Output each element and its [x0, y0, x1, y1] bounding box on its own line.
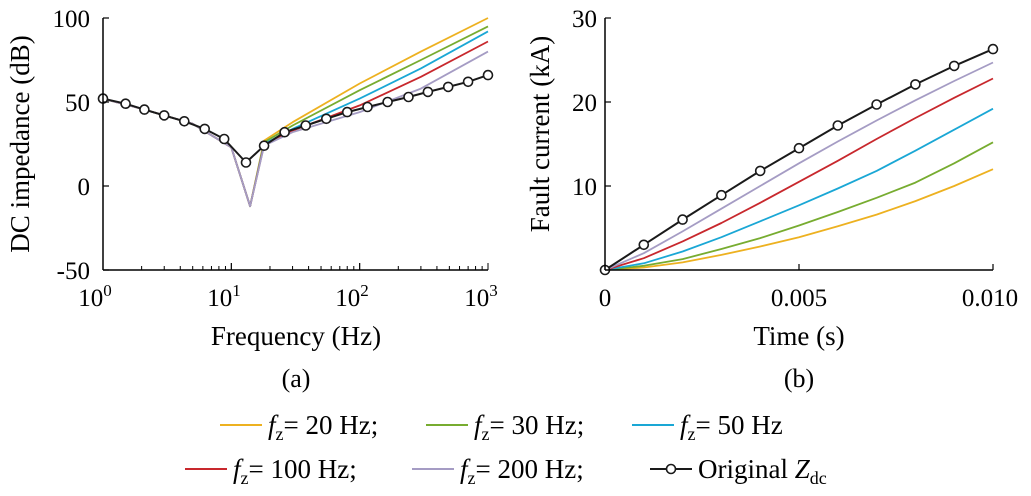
panel-a-marker-point: [462, 76, 474, 88]
panel-b-marker-point: [910, 79, 921, 90]
panel-a-marker-point: [341, 106, 353, 118]
panel-b-label: (b): [784, 364, 814, 393]
panel-a-ytick-neg50: -50: [57, 258, 90, 285]
panel-a-marker-point: [218, 133, 230, 145]
panel-b-series-line-1: [604, 141, 994, 271]
panel-a-marker-point: [158, 110, 170, 121]
panel-b-series-line-3: [604, 77, 994, 271]
panel-b-ytick-20: 20: [572, 90, 597, 117]
legend-label-100hz: fz= 100 Hz;: [233, 454, 357, 488]
panel-a-marker-point: [422, 86, 434, 98]
panel-b-marker-point: [716, 189, 727, 201]
legend-label-original: Original Zdc: [698, 454, 827, 488]
panel-a-marker-point: [482, 69, 494, 81]
panel-b-series-line-4: [604, 61, 994, 271]
panel-a-marker-point: [320, 113, 332, 125]
panel-b-marker-point: [677, 214, 688, 225]
panel-a-label: (a): [282, 364, 311, 393]
panel-a-marker-point: [362, 101, 373, 113]
panel-a-marker-point: [240, 157, 252, 168]
legend: fz= 20 Hz; fz= 30 Hz; fz= 50 Hz fz= 100 …: [185, 410, 827, 488]
panel-b-series: [599, 43, 999, 276]
panel-a-xtick-1e1: 101: [207, 281, 241, 312]
panel-a-ytick-0: 0: [78, 174, 91, 201]
panel-a-marker-point: [300, 120, 312, 131]
panel-b-marker-point: [638, 239, 650, 251]
legend-label-30hz: fz= 30 Hz;: [474, 410, 584, 444]
legend-label-200hz: fz= 200 Hz;: [460, 454, 584, 488]
legend-label-50hz: fz= 50 Hz: [680, 410, 783, 444]
panel-b-xlabel: Time (s): [753, 321, 844, 351]
panel-a-marker-point: [179, 116, 190, 127]
panel-b-xtick-0: 0: [599, 285, 612, 312]
panel-a-marker-point: [279, 126, 290, 138]
panel-b-ticks: [604, 17, 994, 270]
panel-a-marker-point: [442, 81, 454, 93]
panel-b: 30 20 10 0 0.005 0.010 Time (s) Fault cu…: [525, 6, 1018, 393]
panel-b-marker-point: [832, 120, 844, 131]
legend-marker-original: [665, 463, 677, 475]
panel-b-ytick-10: 10: [572, 174, 597, 201]
panel-a-ytick-100: 100: [53, 6, 91, 33]
panel-a-marker-point: [403, 91, 414, 103]
panel-b-marker-point: [754, 165, 766, 177]
panel-a-series: [97, 17, 494, 208]
panel-a-ylabel: DC impedance (dB): [5, 35, 35, 252]
panel-b-ylabel: Fault current (kA): [525, 36, 555, 232]
panel-a-ticks: [102, 17, 489, 271]
panel-b-xtick-0005: 0.005: [771, 285, 827, 312]
panel-a-xtick-1e0: 100: [78, 281, 112, 312]
panel-a-marker-point: [199, 123, 210, 135]
legend-label-20hz: fz= 20 Hz;: [268, 410, 378, 444]
panel-b-series-line-2: [604, 107, 994, 271]
panel-a: 100 50 0 -50 100 101 102 103 Frequency (…: [5, 6, 498, 393]
panel-b-series-line-0: [604, 168, 994, 271]
panel-b-marker-point: [793, 142, 805, 154]
panel-b-ytick-30: 30: [572, 6, 597, 33]
panel-a-marker-point: [258, 140, 270, 151]
panel-a-marker-point: [382, 96, 393, 108]
panel-b-marker-point: [948, 60, 960, 72]
panel-a-xtick-1e2: 102: [335, 281, 369, 312]
panel-a-xlabel: Frequency (Hz): [211, 321, 381, 351]
panel-b-marker-point: [987, 43, 999, 55]
panel-a-xtick-1e3: 103: [464, 281, 498, 312]
panel-a-ytick-50: 50: [65, 90, 90, 117]
panel-a-marker-point: [139, 104, 150, 115]
panel-a-marker-point: [120, 98, 131, 109]
panel-b-xtick-0010: 0.010: [962, 285, 1018, 312]
panel-b-marker-point: [871, 99, 882, 110]
